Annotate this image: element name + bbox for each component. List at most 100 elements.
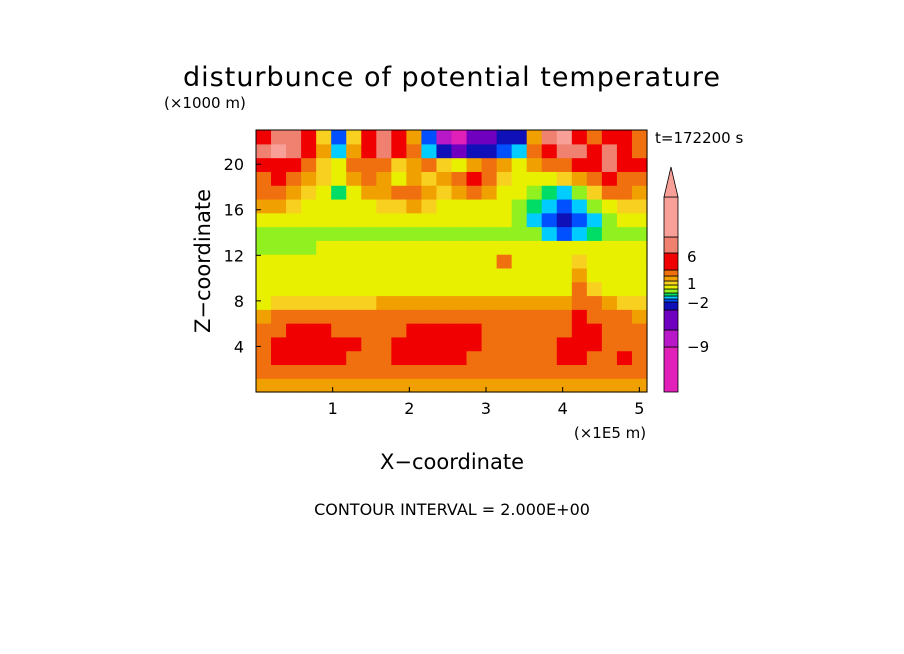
field-cell [391,309,407,324]
field-cell [271,350,287,366]
y-tick-label: 12 [224,246,244,265]
field-cell [511,240,528,255]
field-cell [331,198,347,214]
field-cell [556,350,573,366]
field-cell [421,157,438,172]
field-cell [391,350,407,366]
field-cell [346,336,362,352]
field-cell [286,309,302,324]
field-cell [571,212,588,228]
field-cell [586,198,603,214]
field-cell [511,157,528,172]
colorbar-segment [663,252,679,271]
field-cell [256,295,272,310]
field-cell [496,198,513,214]
field-cell [451,350,468,366]
field-cell [586,267,603,283]
colorbar-segment [663,284,679,290]
field-cell [601,309,618,324]
field-cell [511,336,528,352]
field-cell [316,212,332,228]
field-cell [256,254,272,269]
field-cell [391,295,407,310]
field-cell [616,309,633,324]
field-cell [316,267,332,283]
field-cell [496,378,513,393]
field-cell [376,198,392,214]
field-cell [316,281,332,297]
field-cell [571,198,588,214]
field-cell [556,157,573,172]
field-cell [631,323,648,338]
field-cell [511,171,528,186]
field-cell [361,143,377,159]
field-cell [331,157,347,172]
y-axis-unit: (×1000 m) [164,94,246,112]
field-cell [391,157,407,172]
field-cell [316,143,332,159]
field-cell [256,309,272,324]
field-cell [601,171,618,186]
field-cell [586,281,603,297]
field-cell [631,212,648,228]
field-cell [631,130,648,145]
field-cell [616,157,633,172]
field-cell [391,254,407,269]
colorbar-segment [663,292,679,297]
field-cell [421,212,438,228]
field-cell [481,226,498,241]
x-tick-label: 3 [481,399,491,418]
field-cell [541,378,558,393]
field-cell [301,309,317,324]
field-cell [406,323,423,338]
field-cell [361,309,377,324]
field-cell [556,240,573,255]
field-cell [451,171,468,186]
field-cell [391,226,407,241]
field-cell [526,295,543,310]
field-cell [361,198,377,214]
field-cell [601,254,618,269]
field-cell [406,212,423,228]
field-cell [481,267,498,283]
field-cell [406,350,423,366]
field-cell [511,350,528,366]
field-cell [346,378,362,393]
field-cell [451,143,468,159]
field-cell [541,130,558,145]
field-cell [436,281,453,297]
field-cell [271,226,287,241]
colorbar-segment [663,275,679,282]
field-cell [331,267,347,283]
field-cell [346,323,362,338]
field-cell [631,226,648,241]
field-cell [526,281,543,297]
contour-field [256,130,648,393]
field-cell [406,336,423,352]
field-cell [406,185,423,200]
field-cell [331,323,347,338]
field-cell [331,185,347,200]
field-cell [541,185,558,200]
field-cell [616,267,633,283]
field-cell [406,364,423,379]
field-cell [631,364,648,379]
field-cell [391,198,407,214]
field-cell [376,254,392,269]
field-cell [316,240,332,255]
field-cell [361,240,377,255]
field-cell [301,198,317,214]
field-cell [346,267,362,283]
field-cell [571,295,588,310]
field-cell [601,350,618,366]
field-cell [586,309,603,324]
field-cell [346,309,362,324]
field-cell [331,254,347,269]
field-cell [616,143,633,159]
field-cell [286,157,302,172]
field-cell [496,130,513,145]
field-cell [526,267,543,283]
colorbar-segment [663,280,679,286]
field-cell [466,336,483,352]
field-cell [616,212,633,228]
